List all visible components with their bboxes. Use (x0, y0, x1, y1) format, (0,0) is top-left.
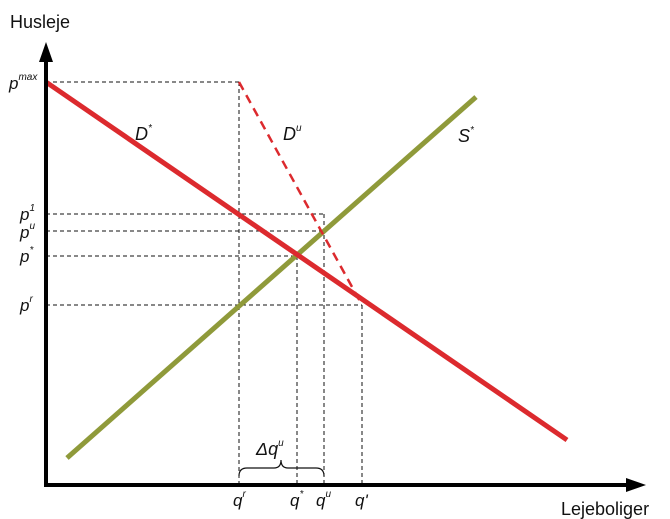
qstar-label: q* (290, 489, 304, 510)
x-axis-title: Lejeboliger (561, 499, 649, 519)
qu-label: qu (316, 489, 331, 510)
guide-lines (46, 81, 363, 485)
p1-label: p1 (19, 203, 35, 224)
demand-curve-d-u (237, 81, 364, 306)
d-star-label: D* (135, 123, 153, 144)
d-u-label: Du (283, 123, 302, 144)
axes (39, 42, 646, 492)
delta-q-label: Δqu (255, 438, 284, 459)
y-axis-arrow (39, 42, 53, 62)
delta-q-brace (238, 459, 325, 477)
demand-curve-d-star (44, 79, 569, 443)
pstar-label: p* (19, 245, 34, 266)
s-star-label: S* (458, 125, 475, 146)
y-axis-title: Husleje (10, 12, 70, 32)
pr-label: pr (19, 294, 33, 315)
x-axis-arrow (626, 478, 646, 492)
qprime-label: q' (355, 491, 368, 510)
supply-curve-s-star (65, 95, 478, 460)
qr-label: qr (233, 489, 246, 510)
pu-label: pu (19, 221, 35, 242)
pmax-label: pmax (8, 72, 38, 93)
